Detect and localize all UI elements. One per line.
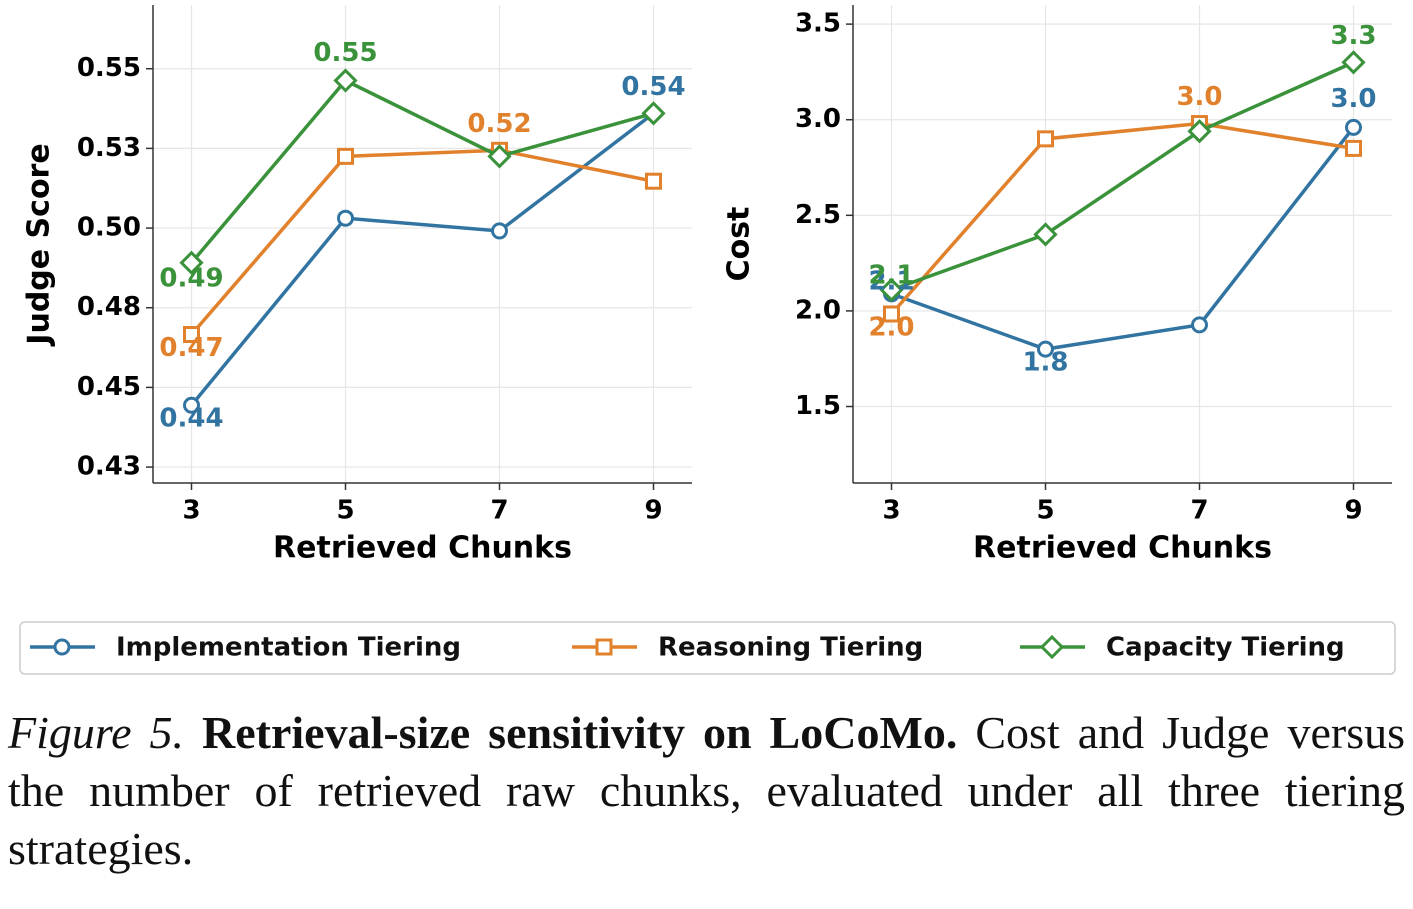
marker xyxy=(1187,119,1212,144)
y-tick-label: 0.45 xyxy=(77,372,141,402)
series-line xyxy=(890,126,1355,351)
data-label: 3.3 xyxy=(1330,21,1376,51)
marker xyxy=(1033,222,1058,247)
y-axis-label: Judge Score xyxy=(22,143,57,346)
series-line xyxy=(890,121,1354,316)
marker xyxy=(183,396,200,414)
marker xyxy=(1039,634,1065,660)
data-label: 2.0 xyxy=(868,312,914,342)
marker xyxy=(1345,118,1362,136)
marker xyxy=(1037,340,1054,358)
marker xyxy=(183,326,200,344)
x-tick-label: 7 xyxy=(490,496,508,526)
data-label: 0.49 xyxy=(159,263,223,293)
x-axis-label: Retrieved Chunks xyxy=(973,531,1272,566)
data-label: 2.1 xyxy=(868,266,914,296)
y-tick-label: 0.50 xyxy=(77,213,141,243)
series-line xyxy=(190,148,654,336)
caption-text: Cost and Judge versus the number of retr… xyxy=(8,707,1406,874)
series-line xyxy=(890,60,1355,292)
y-tick-label: 3.5 xyxy=(795,9,841,39)
marker xyxy=(883,305,900,323)
x-tick-label: 7 xyxy=(1190,496,1208,526)
marker xyxy=(337,209,354,227)
marker xyxy=(1191,316,1208,334)
charts: 0.43 0.45 0.48 0.50 0.53 0.55 3 5 7 9 Retrieved Ch… xyxy=(19,5,1396,675)
marker xyxy=(641,101,666,126)
legend-entry: Reasoning Tiering xyxy=(572,633,923,663)
caption-title: Retrieval-size sensitivity on LoCoMo. xyxy=(202,707,958,758)
x-tick-label: 9 xyxy=(1344,496,1362,526)
marker xyxy=(645,172,662,190)
legend-label: Capacity Tiering xyxy=(1106,633,1345,663)
marker xyxy=(179,250,204,275)
y-tick-label: 1.5 xyxy=(795,391,841,421)
marker xyxy=(491,222,508,240)
data-label: 0.52 xyxy=(467,109,531,139)
series-line xyxy=(190,111,655,407)
y-tick-label: 2.5 xyxy=(795,200,841,230)
y-tick-label: 0.48 xyxy=(77,292,141,322)
legend-box xyxy=(19,621,1396,675)
y-axis-label: Cost xyxy=(722,207,757,282)
caption: Figure 5. Retrieval-size sensitivity on … xyxy=(8,704,1405,878)
marker xyxy=(595,638,613,656)
marker xyxy=(487,144,512,169)
legend-entry: Implementation Tiering xyxy=(30,633,461,663)
marker xyxy=(1037,130,1054,148)
legend-label: Implementation Tiering xyxy=(116,633,461,663)
marker xyxy=(879,277,904,303)
x-tick-label: 3 xyxy=(882,496,900,526)
marker xyxy=(337,147,354,165)
marker xyxy=(1345,139,1362,157)
marker xyxy=(1341,50,1366,75)
marker xyxy=(333,68,358,93)
legend-entry: Capacity Tiering xyxy=(1020,633,1345,663)
x-axis-label: Retrieved Chunks xyxy=(273,531,572,566)
data-label: 3.0 xyxy=(1176,82,1222,112)
data-label: 0.54 xyxy=(621,72,685,102)
caption-label: Figure 5. xyxy=(8,707,184,758)
data-label: 0.47 xyxy=(159,333,223,363)
data-label: 2.1 xyxy=(868,260,914,290)
data-label: 3.0 xyxy=(1330,84,1376,114)
y-tick-label: 2.0 xyxy=(795,295,841,325)
marker xyxy=(53,638,71,656)
series-line xyxy=(190,78,654,264)
x-tick-label: 5 xyxy=(336,496,354,526)
y-tick-label: 0.55 xyxy=(77,53,141,83)
data-label: 0.44 xyxy=(159,404,223,434)
legend-label: Reasoning Tiering xyxy=(658,633,923,663)
x-tick-label: 3 xyxy=(182,496,200,526)
data-label: 1.8 xyxy=(1022,348,1068,378)
data-label: 0.55 xyxy=(313,38,377,68)
y-tick-label: 0.53 xyxy=(77,133,141,163)
y-tick-label: 3.0 xyxy=(795,104,841,134)
x-tick-label: 9 xyxy=(644,496,662,526)
x-tick-label: 5 xyxy=(1036,496,1054,526)
y-tick-label: 0.43 xyxy=(77,452,141,482)
